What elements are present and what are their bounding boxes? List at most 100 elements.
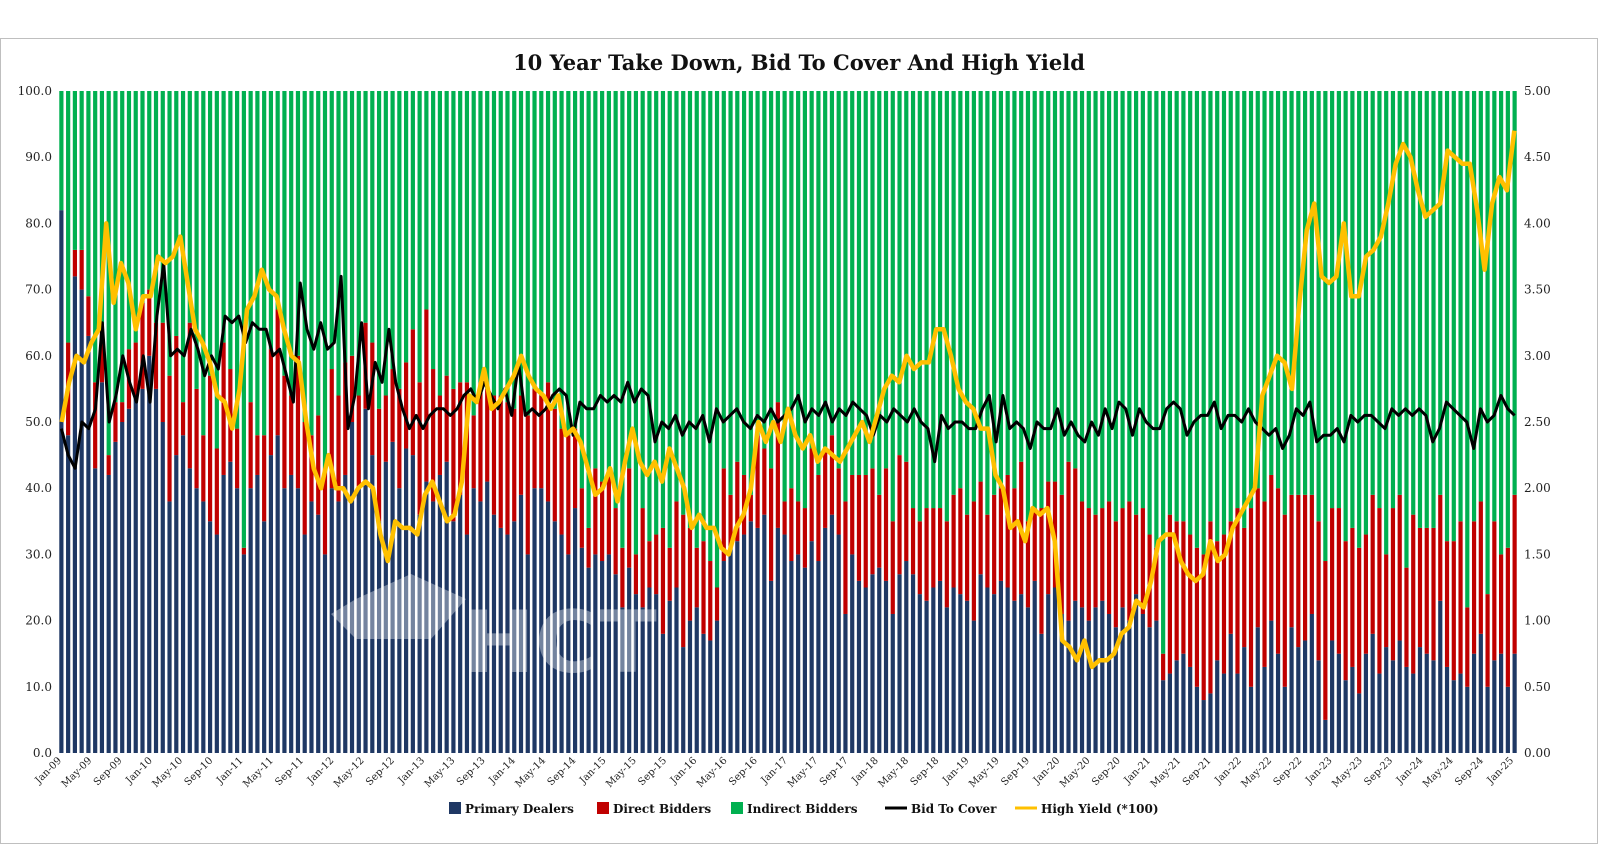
primary-dealers-bar [910,574,916,753]
direct-bidders-bar [505,402,510,535]
x-axis-tick-label: May-24 [1421,755,1456,790]
indirect-bidders-bar [1235,91,1240,509]
direct-bidders-bar [106,455,111,475]
x-axis-tick-label: Sep-20 [1090,755,1123,788]
right-axis-tick-label: 0.00 [1524,746,1551,760]
indirect-bidders-bar [809,91,814,449]
primary-dealers-bar [1485,686,1490,753]
indirect-bidders-bar [174,91,179,336]
indirect-bidders-bar [1289,91,1294,495]
indirect-bidders-bar [478,91,483,383]
primary-dealers-bar [559,534,564,753]
direct-bidders-bar [958,488,963,595]
direct-bidders-bar [1174,521,1179,661]
primary-dealers-bar [863,587,868,753]
primary-dealers-bar [1336,653,1341,753]
primary-dealers-bar [1384,647,1389,753]
direct-bidders-bar [856,474,862,581]
legend: Primary Dealers Direct Bidders Indirect Bi… [449,802,1159,816]
direct-bidders-bar [289,395,294,475]
right-axis-tick-label: 0.50 [1524,680,1551,694]
indirect-bidders-bar [1039,91,1044,509]
primary-dealers-bar [816,561,821,753]
x-axis-tick-label: May-17 [786,755,821,790]
indirect-bidders-bar [451,91,456,389]
direct-bidders-bar [153,322,159,389]
legend-entry: High Yield (*100) [1041,802,1159,816]
direct-bidders-bar [965,514,970,601]
indirect-bidders-bar [1377,91,1382,509]
indirect-bidders-bar [160,91,165,323]
primary-dealers-bar [1377,673,1382,753]
indirect-bidders-bar [904,91,909,462]
primary-dealers-bar [140,388,145,753]
direct-bidders-bar [1235,508,1240,674]
primary-dealers-bar [701,633,706,753]
primary-dealers-bar [775,527,780,753]
primary-dealers-bar [1194,686,1200,753]
direct-bidders-bar [1444,541,1450,667]
primary-dealers-bar [167,501,172,753]
direct-bidders-bar [904,461,909,562]
primary-dealers-bar [1248,686,1254,753]
primary-dealers-bar [1343,680,1348,753]
indirect-bidders-bar [897,91,902,456]
direct-bidders-bar [566,435,571,555]
direct-bidders-bar [660,527,666,634]
primary-dealers-bar [545,501,551,753]
indirect-bidders-bar [633,91,639,555]
direct-bidders-bar [1269,474,1274,621]
primary-dealers-bar [640,607,645,753]
indirect-bidders-bar [951,91,956,495]
indirect-bidders-bar [1255,91,1260,489]
primary-dealers-bar [856,580,862,753]
direct-bidders-bar [235,428,240,489]
direct-bidders-bar [174,335,179,456]
indirect-bidders-bar [316,91,321,416]
primary-dealers-bar [431,501,436,753]
indirect-bidders-bar [201,91,206,436]
indirect-bidders-bar [424,91,429,310]
direct-bidders-bar [1438,494,1443,601]
primary-dealers-bar [66,435,71,753]
indirect-bidders-bar [775,91,780,403]
indirect-bidders-bar [1411,91,1416,515]
primary-dealers-bar [93,468,98,753]
chart: 10 Year Take Down, Bid To Cover And High… [18,50,1551,816]
indirect-bidders-bar [1019,91,1024,462]
primary-dealers-bar [762,514,767,753]
indirect-bidders-bar [1465,91,1470,608]
direct-bidders-bar [1005,474,1010,588]
indirect-bidders-bar [971,91,976,502]
indirect-bidders-bar [593,91,598,469]
direct-bidders-bar [1025,521,1031,608]
primary-dealers-bar [572,508,578,753]
indirect-bidders-bar [620,91,625,548]
primary-dealers-bar [958,594,963,753]
direct-bidders-bar [1384,554,1389,648]
indirect-bidders-bar [579,91,584,489]
primary-dealers-bar [1106,613,1112,753]
indirect-bidders-bar [532,91,537,389]
indirect-bidders-bar [1323,91,1328,562]
direct-bidders-bar [1127,501,1132,621]
primary-dealers-bar [1471,653,1477,753]
indirect-bidders-bar [545,91,551,383]
primary-dealers-bar [769,580,774,753]
indirect-bidders-bar [863,91,868,475]
x-axis-tick-label: May-09 [60,755,95,790]
indirect-bidders-bar [437,91,442,396]
direct-bidders-bar [640,508,645,608]
indirect-bidders-bar [1052,91,1058,482]
indirect-bidders-bar [1438,91,1443,495]
direct-bidders-bar [140,302,145,389]
primary-dealers-bar [924,600,929,753]
indirect-bidders-bar [647,91,652,542]
primary-dealers-bar [356,488,361,753]
primary-dealers-bar [505,534,510,753]
primary-dealers-bar [1046,594,1051,753]
indirect-bidders-bar [572,91,578,429]
direct-bidders-bar [1073,468,1078,601]
primary-dealers-bar [708,640,713,753]
direct-bidders-bar [431,369,436,502]
